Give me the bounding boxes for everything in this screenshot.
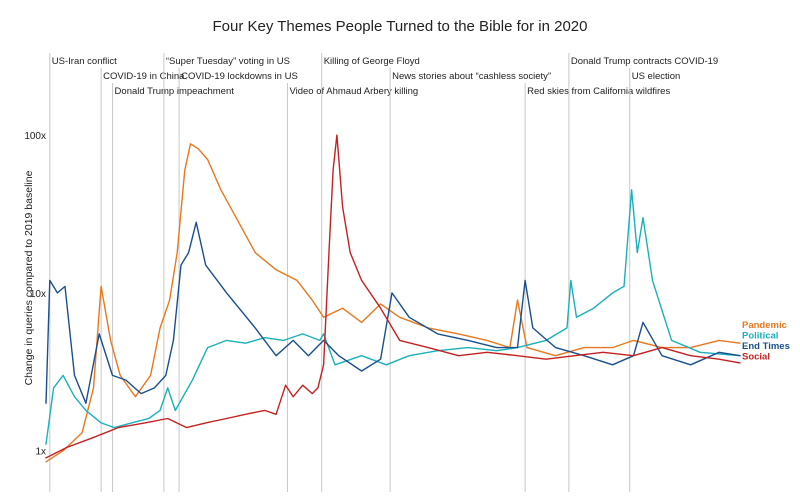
series-lines [45,134,741,463]
y-tick-label: 10x [30,289,46,300]
series-line-pandemic [45,143,741,463]
event-label: Donald Trump impeachment [115,86,235,97]
event-label: Video of Ahmaud Arbery killing [289,86,418,97]
y-axis-ticks: 1x 10x 100x [24,131,46,458]
event-label: COVID-19 lockdowns in US [181,71,298,82]
y-tick-label: 100x [24,131,46,142]
y-axis-label: Change in queries compared to 2019 basel… [23,170,35,385]
chart-title: Four Key Themes People Turned to the Bib… [213,18,588,35]
event-label: Red skies from California wildfires [527,86,670,97]
event-label: COVID-19 in China [103,71,185,82]
series-line-end-times [45,221,741,404]
event-label: News stories about “cashless society” [392,71,551,82]
event-label: Killing of George Floyd [324,56,420,67]
event-label: US-Iran conflict [52,56,117,67]
legend-item-pandemic: Pandemic [742,320,787,331]
event-label: Donald Trump contracts COVID-19 [571,56,718,67]
series-line-political [45,189,741,445]
legend-item-social: Social [742,352,770,363]
event-label: “Super Tuesday” voting in US [166,56,290,67]
legend-item-end-times: End Times [742,341,790,352]
legend-item-political: Political [742,331,778,342]
y-tick-label: 1x [35,447,46,458]
event-annotations: US-Iran conflict COVID-19 in China Donald … [49,53,718,492]
event-label: US election [632,71,681,82]
series-line-social [45,134,741,459]
